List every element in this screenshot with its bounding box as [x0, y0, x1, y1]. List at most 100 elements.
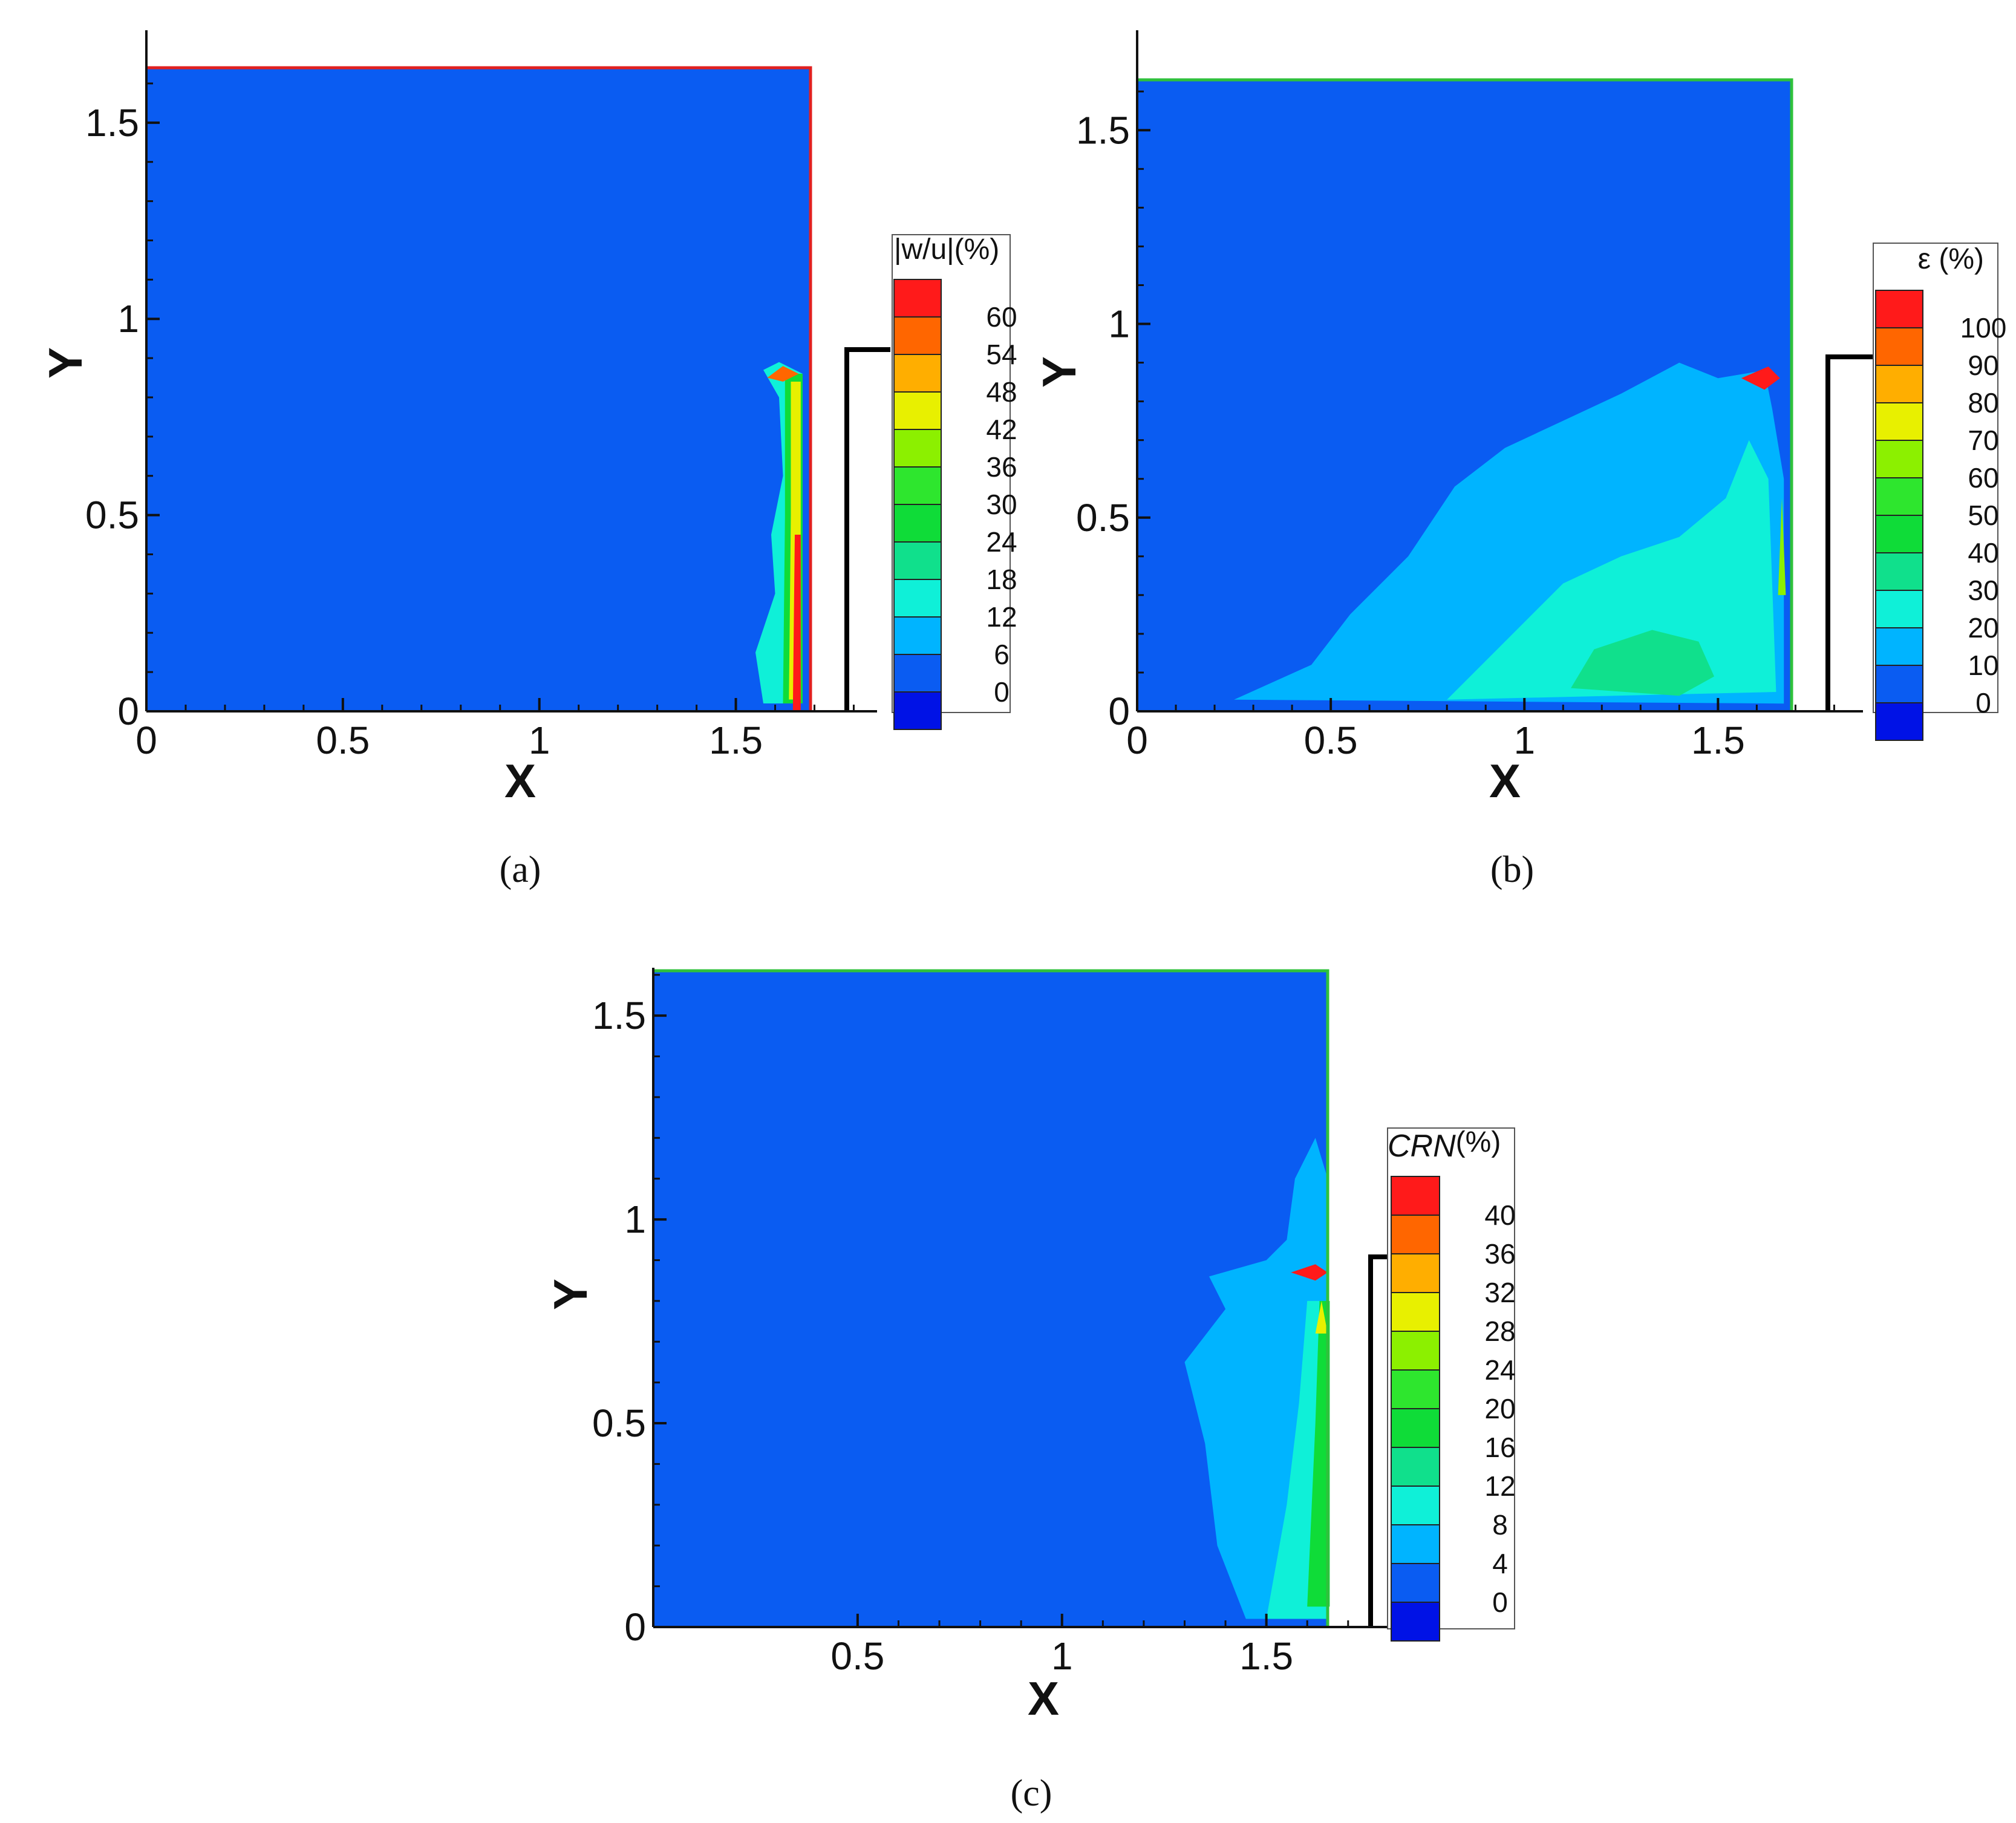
plot-area-b: [1137, 78, 1875, 711]
axes-c: 0.5 1 1.5 0 0.5 1 1.5: [592, 968, 1443, 1678]
x-tick-label-a-3: 1.5: [709, 719, 763, 762]
y-tick-label-b-3: 1.5: [1076, 108, 1130, 152]
panel-c: 0.5 1 1.500.511.5 CRN(%) 40363228242016128…: [544, 968, 1516, 1814]
x-axis-title-b: X: [1489, 754, 1521, 807]
legend-swatch-c-2: [1391, 1253, 1440, 1293]
x-tick-label-b-2: 1: [1513, 719, 1535, 762]
caption-c: (c): [1011, 1773, 1052, 1814]
legend-label-a-1: 54: [986, 339, 1017, 370]
legend-label-a-4: 36: [986, 451, 1017, 483]
legend-label-b-9: 10: [1968, 650, 1998, 681]
legend-swatch-a-8: [893, 579, 942, 618]
legend-title-suffix-c: (%): [1456, 1126, 1501, 1158]
legend-swatch-c-3: [1391, 1292, 1440, 1332]
panel-a: 0 0.5 1 1.500.511.5 |w/u|(%) 60544842363024…: [39, 30, 1017, 890]
x-tick-label-c-0: 0.5: [830, 1634, 884, 1678]
legend-swatch-c-8: [1391, 1485, 1440, 1525]
x-axis-title-a: X: [504, 754, 536, 807]
x-tick-label-a-0: 0: [135, 719, 157, 762]
y-tick-label-a-0: 0: [117, 690, 139, 733]
legend-swatch-c-6: [1391, 1408, 1440, 1448]
y-tick-label-a-1: 0.5: [85, 494, 139, 537]
contour-region-c-2: [1307, 1300, 1330, 1607]
legend-label-b-6: 40: [1968, 537, 1998, 569]
legend-swatch-a-3: [893, 391, 942, 430]
contour-region-a-4: [767, 366, 799, 382]
legend-label-a-8: 12: [986, 601, 1017, 633]
legend-label-b-0: 100: [1960, 312, 2007, 344]
legend-label-c-2: 32: [1484, 1277, 1515, 1308]
obstacle-b: [1825, 354, 1875, 711]
legend-label-c-8: 8: [1492, 1509, 1508, 1541]
legend-swatch-b-3: [1875, 402, 1923, 441]
legend-label-b-3: 70: [1968, 425, 1998, 456]
legend-swatch-a-7: [893, 541, 942, 580]
y-tick-label-b-1: 0.5: [1076, 496, 1130, 540]
legend-label-a-0: 60: [986, 301, 1017, 333]
legend-label-b-7: 30: [1968, 575, 1998, 606]
legend-label-c-9: 4: [1492, 1548, 1508, 1579]
contour-region-b-1: [1447, 440, 1776, 700]
legend-label-c-7: 12: [1484, 1470, 1515, 1502]
legend-swatch-c-0: [1391, 1176, 1440, 1216]
obstacle-c: [1368, 1254, 1391, 1627]
domain-frame-c: [653, 969, 1329, 1627]
x-tick-label-a-2: 1: [529, 719, 550, 762]
y-tick-label-b-2: 1: [1108, 302, 1130, 346]
legend-label-c-0: 40: [1484, 1199, 1515, 1231]
legend-swatch-a-4: [893, 429, 942, 468]
plot-area-c: [653, 969, 1391, 1627]
legend-swatch-a-2: [893, 354, 942, 393]
legend-swatch-b-6: [1875, 515, 1923, 553]
legend-swatch-a-5: [893, 466, 942, 505]
legend-swatch-a-6: [893, 504, 942, 543]
legend-swatch-c-9: [1391, 1524, 1440, 1564]
y-tick-label-a-2: 1: [117, 297, 139, 341]
plot-area-a: [146, 66, 890, 711]
axes-a: 0 0.5 1 1.5 0 0.5 1 1.5: [85, 30, 877, 762]
legend-label-a-6: 24: [986, 526, 1017, 558]
legend-title-b: ε (%): [1918, 243, 1984, 275]
obstacle-a: [844, 347, 890, 711]
panel-b: 0 0.5 1 1.500.511.5 ε (%) 10090807060504030…: [1032, 30, 2006, 890]
legend-swatch-b-10: [1875, 665, 1923, 703]
legend-label-a-10: 0: [994, 676, 1010, 708]
legend-label-b-4: 60: [1968, 462, 1998, 494]
legend-label-a-3: 42: [986, 414, 1017, 445]
caption-a: (a): [500, 849, 541, 890]
legend-swatch-a-1: [893, 316, 942, 355]
contour-region-a-3: [792, 535, 801, 711]
legend-label-c-1: 36: [1484, 1238, 1515, 1270]
legend-label-a-9: 6: [994, 639, 1010, 670]
x-tick-label-c-2: 1.5: [1239, 1634, 1293, 1678]
legend-label-c-10: 0: [1492, 1587, 1508, 1618]
legend-swatch-b-11: [1875, 702, 1923, 741]
y-tick-label-a-3: 1.5: [85, 101, 139, 145]
x-tick-label-c-1: 1: [1051, 1634, 1073, 1678]
legend-swatch-c-4: [1391, 1331, 1440, 1371]
legend-label-c-5: 20: [1484, 1393, 1515, 1424]
legend-swatch-b-0: [1875, 290, 1923, 328]
domain-frame-a: [146, 66, 812, 711]
contour-region-b-3: [1741, 367, 1780, 390]
legend-label-b-2: 80: [1968, 387, 1998, 419]
legend-swatch-a-0: [893, 279, 942, 318]
legend-swatch-c-1: [1391, 1215, 1440, 1254]
legend-label-b-1: 90: [1968, 350, 1998, 381]
legend-swatch-a-10: [893, 654, 942, 693]
contour-background-a: [146, 68, 811, 711]
legend-swatch-c-5: [1391, 1369, 1440, 1409]
legend-swatch-a-9: [893, 616, 942, 655]
legend-label-b-10: 0: [1975, 687, 1991, 719]
x-axis-title-c: X: [1028, 1672, 1059, 1725]
x-tick-label-a-1: 0.5: [316, 719, 370, 762]
contour-region-c-4: [1315, 1300, 1328, 1334]
legend-label-c-6: 16: [1484, 1432, 1515, 1463]
legend-label-b-5: 50: [1968, 500, 1998, 531]
y-axis-title-a: Y: [39, 347, 92, 379]
legend-swatch-b-2: [1875, 365, 1923, 403]
legend-title-c: CRN(%): [1388, 1126, 1501, 1164]
